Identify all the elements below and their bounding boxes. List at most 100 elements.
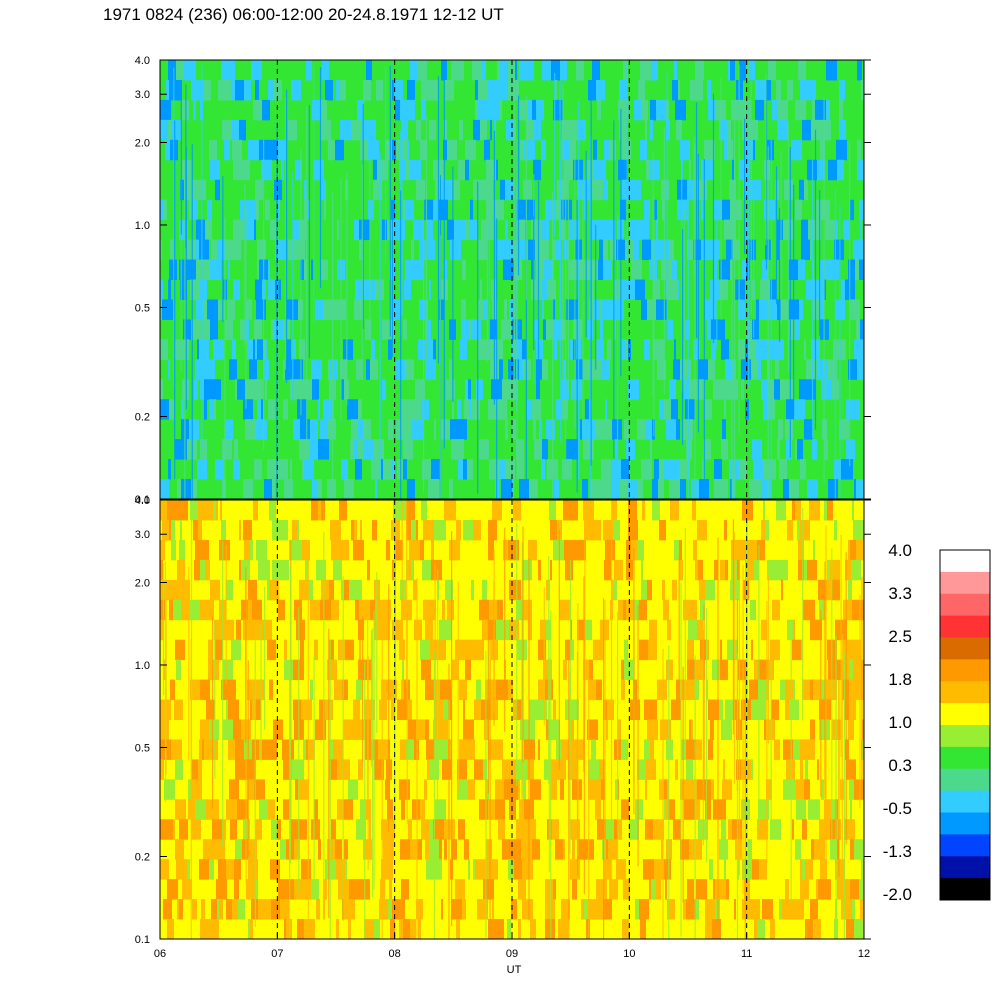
spectrogram-cell <box>209 399 214 420</box>
spectrogram-cell <box>721 339 729 360</box>
spectrogram-cell <box>283 399 288 420</box>
spectrogram-cell <box>474 759 481 780</box>
spectrogram-cell <box>399 779 410 800</box>
spectrogram-cell <box>821 379 832 400</box>
y-tick-label: 4.0 <box>135 55 150 67</box>
spectrogram-cell <box>793 739 800 760</box>
spectrogram-cell <box>469 739 475 760</box>
spectrogram-cell <box>268 559 270 581</box>
spectrogram-cell <box>601 459 611 480</box>
spectrogram-cell <box>452 659 459 681</box>
spectrogram-cell <box>713 379 722 400</box>
spectrogram-cell <box>624 639 628 661</box>
spectrogram-cell <box>340 119 351 141</box>
spectrogram-cell <box>597 99 601 121</box>
spectrogram-cell <box>674 60 677 81</box>
spectrogram-streak <box>683 208 685 392</box>
spectrogram-cell <box>392 79 394 101</box>
spectrogram-cell <box>354 519 357 541</box>
spectrogram-cell <box>668 799 675 820</box>
spectrogram-cell <box>425 359 436 380</box>
spectrogram-cell <box>830 819 837 840</box>
colorbar-label: 4.0 <box>888 541 912 560</box>
spectrogram-cell <box>621 139 631 161</box>
spectrogram-cell <box>842 619 847 641</box>
spectrogram-cell <box>210 259 221 280</box>
colorbar-segment <box>940 790 990 813</box>
spectrogram-cell <box>846 399 855 420</box>
spectrogram-cell <box>405 259 414 280</box>
spectrogram-cell <box>820 299 824 320</box>
spectrogram-cell <box>727 779 732 800</box>
x-tick-label: 09 <box>506 948 518 960</box>
spectrogram-cell <box>603 519 606 541</box>
spectrogram-cell <box>202 319 210 340</box>
spectrogram-cell <box>483 879 494 900</box>
spectrogram-cell <box>311 819 320 840</box>
spectrogram-cell <box>168 359 170 380</box>
spectrogram-cell <box>696 899 699 920</box>
spectrogram-cell <box>750 559 754 581</box>
spectrogram-cell <box>308 459 314 480</box>
spectrogram-cell <box>806 279 813 300</box>
spectrogram-cell <box>176 60 184 81</box>
spectrogram-cell <box>850 199 854 221</box>
spectrogram-streak <box>361 164 363 367</box>
spectrogram-streak <box>391 216 394 357</box>
spectrogram-cell <box>294 879 305 900</box>
spectrogram-cell <box>228 739 235 760</box>
spectrogram-cell <box>414 619 422 641</box>
spectrogram-cell <box>530 619 532 641</box>
spectrogram-cell <box>512 379 518 400</box>
spectrogram-cell <box>327 839 335 860</box>
spectrogram-cell <box>479 799 488 820</box>
spectrogram-cell <box>452 399 454 420</box>
colorbar-segment <box>940 834 990 857</box>
spectrogram-cell <box>465 639 474 661</box>
spectrogram-cell <box>641 299 647 320</box>
spectrogram-cell <box>206 699 215 720</box>
spectrogram-streak <box>263 139 265 451</box>
spectrogram-cell <box>785 879 789 900</box>
spectrogram-cell <box>543 319 546 340</box>
spectrogram-cell <box>214 919 219 940</box>
spectrogram-cell <box>553 319 560 340</box>
spectrogram-cell <box>807 559 817 581</box>
spectrogram-panel-upper: 0.10.20.51.02.03.04.0 <box>135 55 871 506</box>
spectrogram-cell <box>277 459 288 480</box>
spectrogram-cell <box>177 899 179 920</box>
spectrogram-cell <box>205 559 210 581</box>
spectrogram-cell <box>673 359 680 380</box>
spectrogram-streak <box>823 98 825 483</box>
spectrogram-cell <box>160 719 169 740</box>
spectrogram-cell <box>546 319 553 340</box>
x-tick-label: 12 <box>858 948 870 960</box>
spectrogram-cell <box>434 419 436 440</box>
spectrogram-cell <box>682 139 690 161</box>
spectrogram-cell <box>379 899 388 920</box>
spectrogram-cell <box>281 159 284 181</box>
spectrogram-cell <box>492 899 494 920</box>
spectrogram-cell <box>847 219 849 241</box>
spectrogram-cell <box>470 199 473 221</box>
spectrogram-cell <box>801 239 810 261</box>
spectrogram-cell <box>695 679 699 701</box>
spectrogram-cell <box>701 199 703 221</box>
spectrogram-cell <box>503 259 514 280</box>
spectrogram-cell <box>274 179 282 201</box>
spectrogram-cell <box>426 859 434 880</box>
spectrogram-cell <box>397 459 403 480</box>
spectrogram-cell <box>262 99 270 121</box>
spectrogram-cell <box>337 739 343 760</box>
spectrogram-cell <box>780 379 782 400</box>
spectrogram-cell <box>344 579 349 601</box>
spectrogram-cell <box>237 219 244 241</box>
spectrogram-cell <box>542 359 548 380</box>
spectrogram-cell <box>656 299 667 320</box>
spectrogram-cell <box>800 79 807 101</box>
spectrogram-streak <box>548 657 550 872</box>
spectrogram-cell <box>268 79 273 101</box>
spectrogram-cell <box>214 619 224 641</box>
spectrogram-cell <box>664 859 671 880</box>
spectrogram-cell <box>796 799 806 820</box>
